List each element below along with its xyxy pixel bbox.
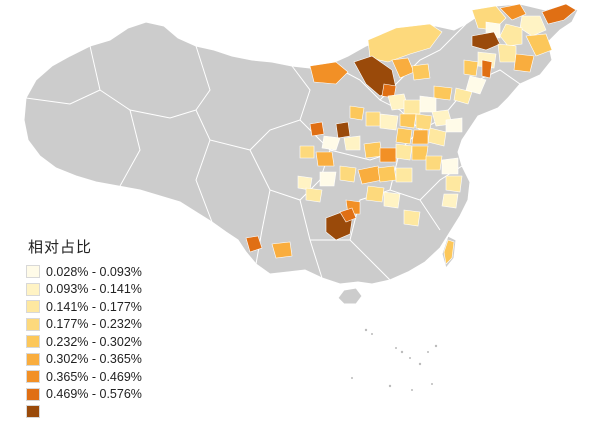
legend-items: 0.028% - 0.093% 0.093% - 0.141% 0.141% - 0…	[26, 263, 176, 421]
map-legend: 相对占比 0.028% - 0.093% 0.093% - 0.141% 0.141…	[26, 236, 176, 421]
legend-swatch	[26, 405, 40, 419]
legend-swatch	[26, 317, 40, 331]
legend-item: 0.028% - 0.093%	[26, 263, 176, 281]
legend-swatch	[26, 335, 40, 349]
legend-title: 相对占比	[28, 238, 93, 256]
legend-label: 0.302% - 0.365%	[46, 352, 142, 367]
legend-item: 0.177% - 0.232%	[26, 316, 176, 334]
hainan-region	[337, 287, 363, 305]
legend-item: 0.365% - 0.469%	[26, 368, 176, 386]
legend-label: 0.232% - 0.302%	[46, 334, 142, 349]
legend-swatch	[26, 300, 40, 314]
legend-item: 0.232% - 0.302%	[26, 333, 176, 351]
legend-label: 0.093% - 0.141%	[46, 282, 142, 297]
shaded-prefectures	[245, 3, 577, 265]
legend-swatch	[26, 352, 40, 366]
legend-label: 0.028% - 0.093%	[46, 264, 142, 279]
south-sea-islands	[351, 328, 438, 391]
legend-item: 0.093% - 0.141%	[26, 281, 176, 299]
legend-label: 0.469% - 0.576%	[46, 387, 142, 402]
legend-swatch	[26, 370, 40, 384]
legend-label: 0.177% - 0.232%	[46, 317, 142, 332]
legend-item	[26, 403, 176, 421]
legend-item: 0.469% - 0.576%	[26, 386, 176, 404]
legend-item: 0.141% - 0.177%	[26, 298, 176, 316]
china-choropleth-map	[23, 3, 579, 391]
legend-label: 0.141% - 0.177%	[46, 299, 142, 314]
legend-label: 0.365% - 0.469%	[46, 369, 142, 384]
legend-swatch	[26, 282, 40, 296]
legend-item: 0.302% - 0.365%	[26, 351, 176, 369]
legend-swatch	[26, 265, 40, 279]
legend-swatch	[26, 387, 40, 401]
